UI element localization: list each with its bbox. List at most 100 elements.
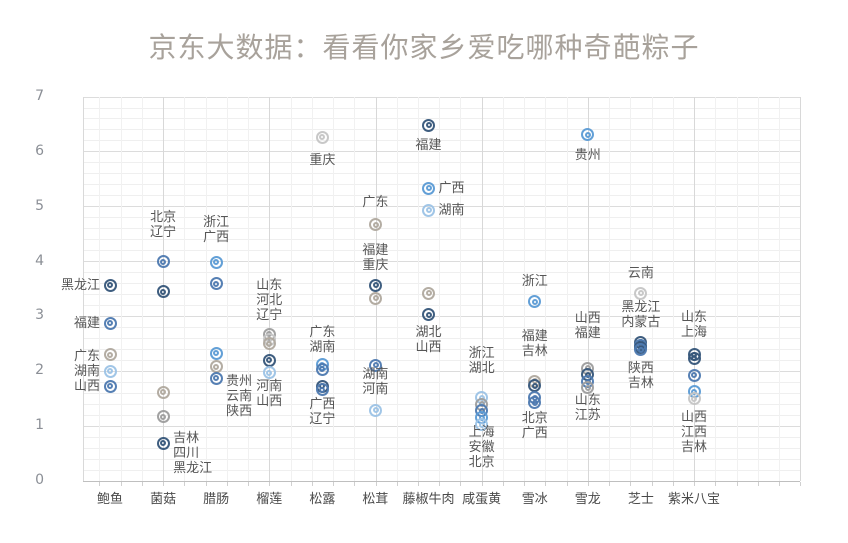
data-point: [103, 379, 117, 393]
data-point: [209, 277, 223, 290]
point-annotation: 广东 湖南: [309, 325, 336, 355]
point-annotation: 云南: [627, 265, 654, 281]
y-tick-label: 5: [35, 197, 44, 214]
data-point: [156, 385, 170, 399]
gridline-v-minor: [248, 97, 249, 481]
data-point: [369, 278, 382, 292]
gridline-v-minor: [120, 97, 122, 481]
axis-tick: [375, 482, 377, 486]
data-point: [687, 351, 701, 365]
axis-tick: [226, 482, 228, 486]
data-point: [369, 291, 382, 305]
data-point: [369, 403, 382, 417]
gridline-h-minor: [83, 118, 800, 120]
axis-tick: [269, 482, 271, 486]
axis-tick: [778, 482, 780, 486]
gridline-v-minor: [354, 97, 356, 481]
point-annotation: 黑龙江: [60, 277, 100, 293]
point-annotation: 福建 重庆: [362, 242, 389, 273]
x-tick-label: 藤椒牛肉: [402, 492, 455, 507]
axis-tick: [524, 482, 526, 486]
gridline-h-major: [83, 261, 800, 263]
y-tick-label: 6: [35, 142, 44, 159]
point-annotation: 广西 辽宁: [309, 397, 336, 428]
gridline-h-minor: [83, 283, 800, 284]
point-annotation: 上海 安徽 北京: [468, 424, 495, 470]
data-point: [581, 381, 595, 395]
point-annotation: 黑龙江 内蒙古: [621, 300, 661, 331]
data-point: [103, 364, 117, 378]
gridline-v-minor: [672, 97, 674, 481]
data-point: [209, 255, 223, 269]
axis-tick: [248, 482, 249, 486]
data-point: [369, 358, 382, 372]
gridline-h-minor: [83, 162, 800, 164]
gridline-v-minor: [439, 97, 441, 481]
x-tick-label: 松茸: [362, 492, 389, 507]
data-point: [369, 218, 382, 232]
gridline-h-minor: [83, 107, 800, 109]
gridline-v-minor: [290, 97, 292, 481]
point-annotation: 贵州: [574, 147, 601, 163]
axis-tick: [694, 482, 695, 486]
data-point: [103, 348, 117, 362]
point-annotation: 广东 湖南 山西: [73, 348, 100, 394]
data-point: [315, 383, 329, 397]
point-annotation: 山西 福建: [574, 311, 601, 342]
point-annotation: 河南 山西: [256, 379, 283, 410]
point-annotation: 山东 河北 辽宁: [256, 277, 283, 323]
data-point: [422, 286, 435, 300]
y-tick-label: 3: [35, 307, 44, 324]
axis-tick: [311, 482, 313, 486]
axis-tick: [587, 482, 589, 486]
point-annotation: 吉林 四川 黑龙江: [173, 431, 213, 477]
gridline-h-minor: [83, 173, 800, 175]
axis-tick: [439, 482, 441, 486]
data-point: [422, 118, 435, 132]
gridline-v-minor: [141, 97, 143, 481]
point-annotation: 浙江 广西: [203, 214, 230, 245]
x-tick-label: 榴莲: [256, 492, 283, 507]
data-point: [687, 392, 701, 406]
y-tick-label: 2: [35, 362, 44, 379]
data-point: [315, 362, 329, 376]
data-point: [634, 286, 648, 300]
gridline-h-major: [83, 96, 800, 98]
point-annotation: 陕西 吉林: [627, 360, 654, 391]
gridline-v-minor: [460, 97, 462, 481]
point-annotation: 浙江: [521, 274, 548, 290]
gridline-h-minor: [83, 294, 800, 295]
gridline-v-minor: [205, 97, 207, 481]
axis-tick: [672, 482, 674, 486]
data-point: [209, 346, 223, 360]
gridline-h-minor: [83, 129, 800, 131]
gridline-v-major: [800, 97, 802, 481]
data-point: [581, 128, 595, 142]
gridline-h-minor: [83, 381, 800, 383]
axis-tick: [481, 482, 483, 486]
axis-tick: [630, 482, 632, 486]
gridline-v-minor: [502, 97, 504, 481]
gridline-v-minor: [566, 97, 568, 481]
data-point: [262, 337, 276, 351]
point-annotation: 广西: [438, 180, 465, 196]
point-annotation: 广东: [362, 195, 389, 211]
x-tick-label: 鲍鱼: [96, 492, 124, 507]
gridline-v-minor: [609, 97, 611, 481]
axis-tick: [566, 482, 568, 486]
axis-tick: [715, 482, 717, 486]
gridline-h-minor: [83, 272, 800, 273]
point-annotation: 福建: [73, 315, 100, 331]
data-point: [634, 343, 648, 357]
data-point: [528, 295, 542, 309]
data-point: [422, 181, 435, 195]
gridline-v-minor: [757, 97, 759, 481]
gridline-h-minor: [83, 228, 800, 230]
gridline-v-minor: [630, 97, 632, 481]
data-point: [156, 255, 170, 269]
axis-tick: [460, 482, 462, 486]
gridline-v-minor: [184, 97, 186, 481]
point-annotation: 山东 江苏: [574, 392, 601, 423]
axis-tick: [609, 482, 611, 486]
axis-tick: [757, 482, 759, 486]
